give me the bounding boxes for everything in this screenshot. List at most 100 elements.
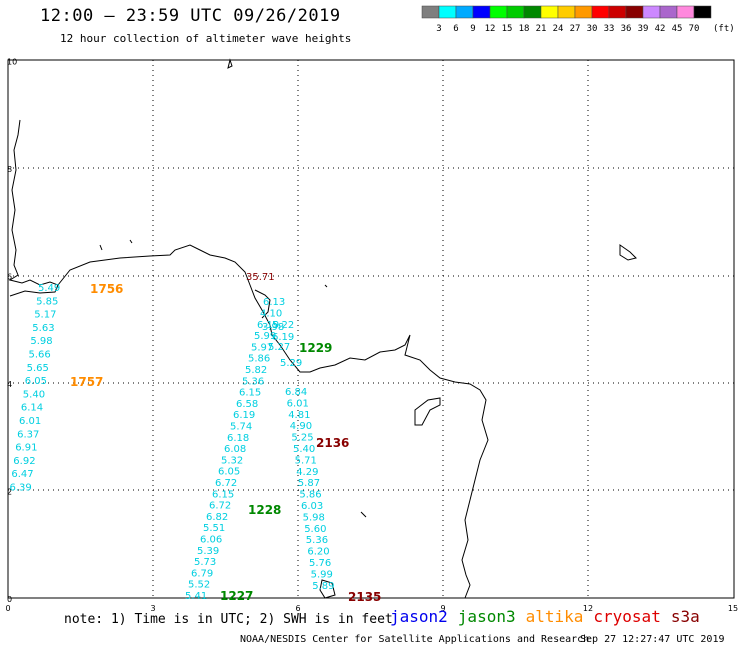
wave-height-value: 6.15 — [212, 489, 234, 500]
wave-height-value: 5.73 — [194, 557, 216, 568]
legend-swatch — [472, 5, 491, 19]
satellite-jason3: jason3 — [457, 607, 516, 626]
x-tick-label: 15 — [728, 604, 738, 613]
legend-swatch — [506, 5, 525, 19]
wave-height-value: 5.99 — [254, 331, 276, 342]
pass-time-label: 1229 — [299, 341, 332, 355]
pass-time-label: 2136 — [316, 436, 349, 450]
legend-swatch — [659, 5, 678, 19]
wave-height-value: 5.60 — [304, 524, 326, 535]
legend-unit: (ft) — [713, 24, 735, 34]
pass-time-label: 1757 — [70, 375, 103, 389]
map-subtitle: 12 hour collection of altimeter wave hei… — [60, 32, 352, 45]
wave-height-value: 6.58 — [236, 399, 258, 410]
pass-time-label: 1756 — [90, 282, 123, 296]
legend-swatch — [523, 5, 542, 19]
wave-height-value: 6.05 — [218, 467, 240, 478]
y-axis-ticks: 0 2 4 6 8 10 — [7, 58, 17, 605]
wave-height-value: 5.63 — [32, 323, 54, 334]
map-title: 12:00 – 23:59 UTC 09/26/2019 — [40, 6, 341, 26]
track-c-values: 6.846.014.814.905.255.405.714.295.875.86… — [285, 387, 334, 592]
wave-height-value: 4.10 — [260, 309, 282, 320]
wave-height-value: 6.39 — [10, 483, 32, 494]
legend-swatch — [540, 5, 559, 19]
wave-height-value: 5.40 — [23, 389, 45, 400]
y-tick-label: 4 — [7, 380, 12, 389]
legend-swatch — [489, 5, 508, 19]
coast-island-1 — [227, 58, 233, 69]
wave-height-value: 5.85 — [36, 296, 58, 307]
wave-height-value: 6.14 — [21, 403, 43, 414]
legend-swatch — [625, 5, 644, 19]
y-tick-label: 2 — [7, 488, 12, 497]
footer-timestamp: Sep 27 12:27:47 UTC 2019 — [580, 634, 725, 645]
legend-swatch — [608, 5, 627, 19]
legend-label: 42 — [655, 24, 666, 34]
footer-credit: NOAA/NESDIS Center for Satellite Applica… — [240, 634, 590, 645]
wave-height-value: 5.66 — [29, 350, 51, 361]
wave-height-value: 5.49 — [38, 283, 60, 294]
wave-height-value: 5.27 — [268, 342, 290, 353]
legend-label: 30 — [587, 24, 598, 34]
legend-label: 21 — [536, 24, 547, 34]
legend-swatch — [693, 5, 712, 19]
coast-gulf — [57, 244, 489, 599]
wave-height-value-high: 35.71 — [246, 272, 275, 283]
legend-label: 24 — [553, 24, 564, 34]
satellite-s3a: s3a — [670, 607, 700, 626]
wave-height-value: 5.25 — [291, 433, 313, 444]
x-tick-label: 0 — [5, 604, 10, 613]
wave-height-value: 5.29 — [280, 358, 302, 369]
coast-island-2 — [414, 397, 441, 426]
legend-swatch — [421, 5, 440, 19]
wave-height-value: 5.98 — [303, 512, 325, 523]
wave-height-value: 5.36 — [242, 376, 264, 387]
wave-height-value: 6.92 — [13, 456, 35, 467]
legend-label: 6 — [453, 24, 458, 34]
wave-height-value: 6.82 — [206, 512, 228, 523]
misc-values: 35.713.985.226.195.275.29 — [246, 272, 302, 369]
wave-height-value: 5.87 — [298, 478, 320, 489]
wave-height-value: 4.29 — [296, 467, 318, 478]
satellite-altika: altika — [525, 607, 584, 626]
wave-height-value: 5.98 — [30, 336, 52, 347]
wave-height-value: 6.13 — [263, 297, 285, 308]
legend-label: 9 — [470, 24, 475, 34]
legend-label: 15 — [502, 24, 513, 34]
wave-height-value: 5.36 — [306, 535, 328, 546]
wave-height-value: 5.71 — [295, 455, 317, 466]
pass-labels: 1756 1757 1229 2136 1228 1227 2135 — [70, 282, 381, 604]
wave-height-value: 6.72 — [215, 478, 237, 489]
x-tick-label: 9 — [440, 604, 445, 613]
y-tick-label: 8 — [7, 165, 12, 174]
legend-labels: 3 6 9 12 15 18 21 24 27 30 33 36 39 42 45 70 — [436, 24, 699, 34]
coast-west — [8, 119, 59, 297]
wave-height-value: 5.39 — [197, 546, 219, 557]
wave-height-value: 6.19 — [233, 410, 255, 421]
satellite-legend: jason2 jason3 altika cryosat s3a — [390, 607, 710, 626]
wave-height-value: 5.99 — [311, 569, 333, 580]
wave-height-value: 6.05 — [25, 376, 47, 387]
wave-height-value: 6.01 — [19, 416, 41, 427]
pass-time-label: 1227 — [220, 589, 253, 603]
y-tick-label: 6 — [7, 273, 12, 282]
wave-height-value: 6.20 — [307, 547, 329, 558]
wave-height-value: 6.18 — [227, 433, 249, 444]
legend-label: 27 — [570, 24, 581, 34]
wave-height-value: 5.22 — [272, 320, 294, 331]
wave-height-value: 5.65 — [27, 363, 49, 374]
y-tick-label: 10 — [7, 58, 17, 67]
x-axis-ticks: 0 3 6 9 12 15 — [5, 604, 738, 613]
coast-island-3 — [619, 244, 637, 261]
coastline — [8, 58, 637, 599]
wave-height-value: 4.81 — [288, 410, 310, 421]
legend-swatch — [676, 5, 695, 19]
wave-height-value: 5.52 — [188, 580, 210, 591]
wave-height-value: 5.40 — [293, 444, 315, 455]
legend-label: 36 — [621, 24, 632, 34]
legend-swatch — [557, 5, 576, 19]
map-frame — [7, 59, 735, 599]
wave-height-value: 5.17 — [34, 310, 56, 321]
x-tick-label: 3 — [150, 604, 155, 613]
